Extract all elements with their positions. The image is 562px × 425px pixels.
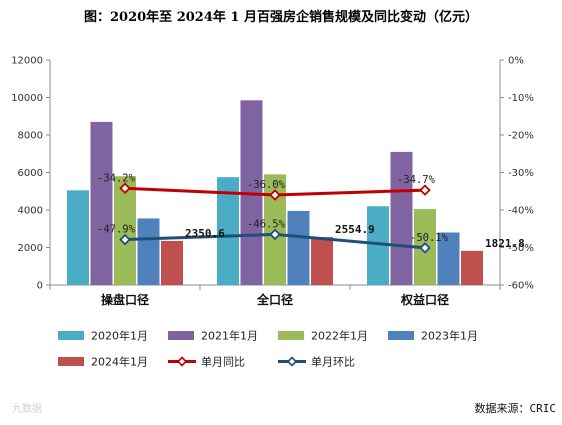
legend-marker (176, 356, 188, 367)
legend-swatch (58, 331, 84, 340)
line-point (119, 182, 131, 195)
line-point (119, 233, 131, 246)
y-left-tick-label: 10000 (11, 93, 43, 104)
source-note: 数据来源：CRIC (475, 401, 557, 415)
bar (67, 190, 89, 285)
legend-label: 2022年1月 (311, 329, 368, 343)
y-left-tick-label: 8000 (18, 131, 43, 142)
legend-label: 2023年1月 (421, 329, 478, 343)
y-right-tick-label: -60% (508, 281, 534, 292)
line-point (269, 189, 281, 201)
legend-label: 2020年1月 (91, 329, 148, 343)
legend-label: 2021年1月 (201, 329, 258, 343)
bar (390, 151, 413, 285)
line-value-label: -47.9% (97, 224, 136, 236)
bar (161, 240, 183, 285)
bar (311, 237, 333, 285)
legend-label: 2024年1月 (91, 355, 148, 369)
legend-swatch (388, 331, 414, 340)
y-right-tick-label: 0% (508, 56, 524, 67)
legend-marker (286, 356, 298, 367)
y-right-tick-label: -30% (508, 168, 534, 179)
legend-swatch (58, 357, 84, 366)
line-value-label: -46.5% (247, 218, 286, 230)
bar-value-label: 2554.9 (335, 223, 375, 236)
y-left-tick-label: 12000 (11, 56, 43, 67)
chart-title: 图：2020年至 2024年 1 月百强房企销售规模及同比变动（亿元） (84, 9, 478, 25)
legend: 2020年1月 2021年1月 2022年1月 2023年1月 2024年1月 单月同比 单… (58, 329, 478, 369)
bar (114, 176, 136, 285)
y-left-tick-label: 2000 (18, 243, 43, 254)
bar (287, 210, 310, 285)
line-point (269, 228, 281, 241)
bar (90, 121, 113, 285)
legend-swatch (168, 331, 194, 340)
y-right-tick-label: -40% (508, 206, 534, 217)
x-category-label: 权益口径 (400, 292, 449, 307)
y-left-tick-label: 0 (37, 281, 43, 292)
line-point (419, 184, 431, 196)
bar (461, 250, 483, 285)
bar-group (67, 100, 483, 285)
axes: 0 2000 4000 6000 8000 10000 12000 -60% -50% -40% -… (11, 56, 534, 308)
y-right-tick-label: -50% (508, 243, 534, 254)
bar (437, 232, 460, 285)
line-group (119, 182, 431, 254)
x-category-label: 全口径 (256, 292, 293, 307)
bar-value-label: 2350.6 (185, 227, 225, 240)
line-value-label: -36.0% (247, 179, 286, 191)
line-value-label: -34.7% (397, 174, 436, 186)
x-category-label: 操盘口径 (101, 292, 149, 307)
legend-label: 单月同比 (201, 356, 245, 369)
line-value-label: -34.2% (97, 172, 136, 184)
y-left-tick-label: 6000 (18, 168, 43, 179)
line-value-label: -50.1% (410, 232, 449, 244)
y-right-tick-label: -20% (508, 131, 534, 142)
data-labels: 2350.6 2554.9 1821.8 -34.2% -36.0% -34.7% -47.… (97, 172, 525, 250)
bar (137, 218, 160, 285)
y-left-tick-label: 4000 (18, 206, 43, 217)
bar-value-label: 1821.8 (485, 237, 525, 250)
watermark: 九数据 (12, 402, 42, 415)
bar (367, 206, 389, 285)
legend-label: 单月环比 (311, 356, 355, 369)
bar (217, 177, 239, 285)
legend-swatch (278, 331, 304, 340)
line-point (419, 242, 431, 254)
y-right-tick-label: -10% (508, 93, 534, 104)
